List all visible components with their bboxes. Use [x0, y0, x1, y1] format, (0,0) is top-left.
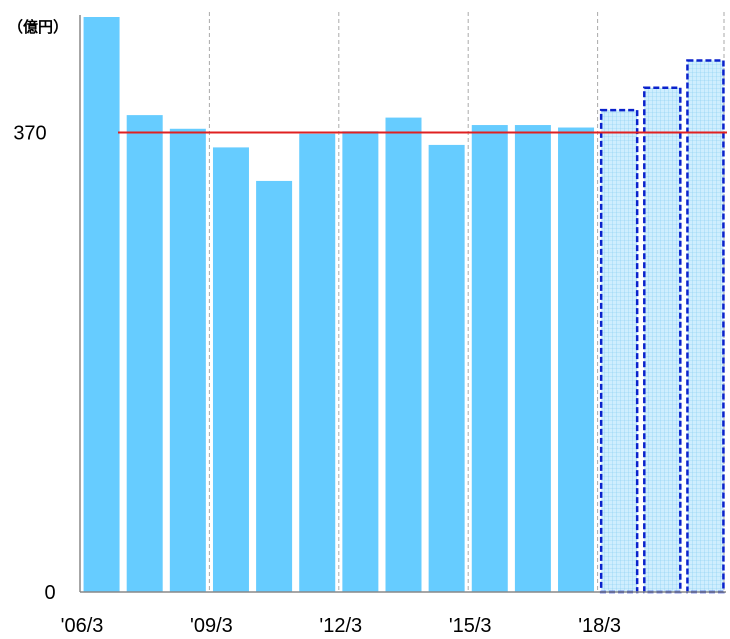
forecast-bar [686, 59, 725, 594]
bars [83, 17, 725, 594]
bar [385, 117, 422, 592]
bar [471, 125, 508, 593]
bar [256, 180, 293, 592]
bar [169, 128, 206, 592]
bar [83, 17, 120, 592]
x-tick-label: '09/3 [190, 615, 233, 637]
bar [558, 127, 595, 592]
y-tick-label: 0 [44, 582, 55, 604]
bar [126, 115, 163, 592]
x-tick-label: '15/3 [449, 615, 492, 637]
x-tick-label: '12/3 [319, 615, 362, 637]
y-tick-label: 370 [13, 122, 46, 144]
bar [299, 133, 336, 593]
forecast-bar [599, 108, 639, 594]
x-tick-labels: '06/3 '09/3 '12/3 '15/3 '18/3 [61, 615, 621, 637]
forecast-bar [643, 86, 682, 594]
bar [514, 125, 551, 593]
bar [428, 144, 465, 592]
y-tick-labels: 0 370 [13, 122, 55, 604]
bar [342, 131, 379, 592]
unit-label: （億円） [8, 18, 68, 36]
x-tick-label: '06/3 [61, 615, 104, 637]
x-tick-label: '18/3 [578, 615, 621, 637]
bar [212, 147, 249, 592]
